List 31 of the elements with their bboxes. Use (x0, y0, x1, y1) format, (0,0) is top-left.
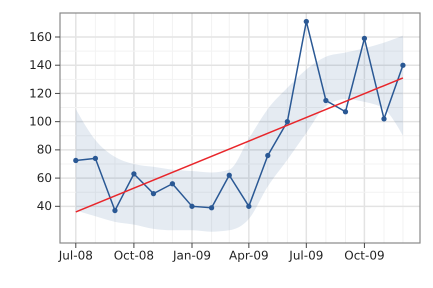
point (342, 109, 348, 114)
y-tick-label: 40 (36, 199, 52, 214)
x-tick-label: Jul-08 (58, 248, 93, 263)
y-tick-label: 160 (29, 30, 52, 44)
point (400, 62, 406, 68)
x-tick-label: Oct-08 (114, 248, 154, 263)
x-tick-label: Jul-09 (288, 248, 324, 263)
x-tick-label: Jan-09 (172, 248, 212, 263)
y-tick-label: 100 (29, 114, 52, 128)
point (112, 208, 118, 214)
point (92, 156, 98, 161)
point (189, 204, 195, 209)
point (304, 18, 309, 24)
point (265, 152, 270, 158)
point (362, 36, 368, 42)
point (150, 190, 156, 196)
point (323, 98, 329, 104)
y-tick-label: 140 (29, 58, 52, 72)
point (226, 172, 232, 178)
point (381, 116, 387, 122)
y-tick-label: 60 (36, 170, 52, 185)
point (208, 205, 214, 210)
point (131, 171, 137, 176)
y-tick-label: 80 (36, 142, 52, 157)
point (170, 181, 176, 186)
point (246, 204, 252, 209)
point (73, 158, 78, 164)
point (284, 119, 290, 124)
x-tick-label: Apr-09 (229, 248, 269, 263)
y-tick-label: 120 (29, 86, 52, 100)
x-tick-label: Oct-09 (344, 248, 385, 263)
